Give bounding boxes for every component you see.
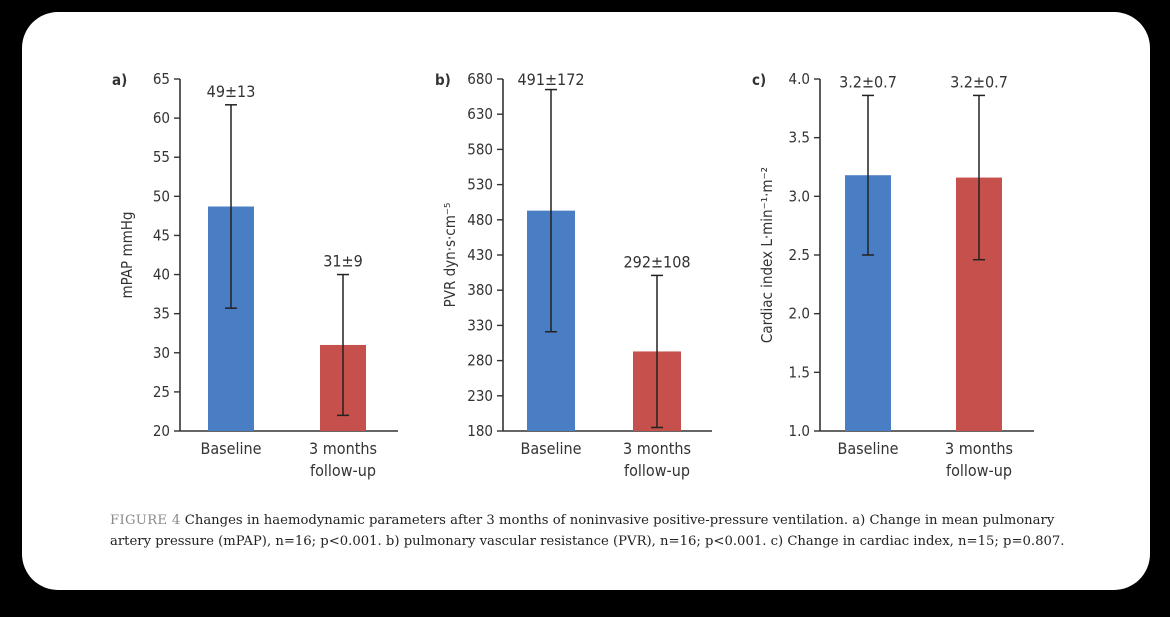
panel-2-y-tick-label: 630 [467,105,493,123]
panel-1-y-tick-label: 60 [153,109,170,127]
panel-3-y-tick-label: 3.0 [789,187,810,205]
panel-1-y-tick-label: 20 [153,422,170,440]
panel-2-y-tick-label: 380 [467,281,493,299]
panel-2-y-axis-title: PVR dyn·s·cm⁻⁵ [441,203,459,308]
panel-1-y-tick-label: 45 [153,226,170,244]
panel-2-y-tick-label: 430 [467,246,493,264]
figure-caption: FIGURE 4 Changes in haemodynamic paramet… [110,510,1070,552]
panel-1-y-tick-label: 30 [153,344,170,362]
panel-1-y-tick-label: 25 [153,383,170,401]
panel-2-y-tick-label: 480 [467,211,493,229]
panel-3-category-label-2: follow-up [946,461,1012,480]
panel-1-y-tick-label: 50 [153,187,170,205]
panel-2-category-label-1: Baseline [520,439,581,458]
panel-1-y-axis-title: mPAP mmHg [118,212,136,299]
panel-1-y-tick-label: 55 [153,148,170,166]
panel-1-y-tick-label: 35 [153,305,170,323]
panel-3-y-tick-label: 2.5 [789,246,810,264]
panel-2-y-tick-label: 530 [467,176,493,194]
panel-3-y-tick-label: 1.5 [789,363,810,381]
figure-panels: 20 25 30 35 40 45 50 55 60 65 a) mPAP mmHg 49±13 Base… [112,70,1034,480]
panel-3-category-label-1: Baseline [837,439,898,458]
panel-3-value-label-2: 3.2±0.7 [950,72,1008,91]
panel-1-label: a) [112,71,127,89]
panel-2-value-label-1: 491±172 [518,70,585,89]
panel-3-y-tick-label: 1.0 [789,422,810,440]
panel-2-y-tick-label: 230 [467,387,493,405]
panel-2-y-tick-label: 580 [467,140,493,158]
panel-3-label: c) [752,71,766,89]
panel-2-y-tick-label: 680 [467,70,493,88]
panel-2-y-tick-label: 280 [467,352,493,370]
panel-3-y-tick-label: 4.0 [789,70,810,88]
panel-2-value-label-2: 292±108 [624,252,691,271]
panel-3-y-axis-title: Cardiac index L·min⁻¹·m⁻² [758,167,776,343]
panel-3-category-label-2: 3 months [945,439,1013,458]
caption-label: FIGURE 4 [110,513,181,528]
caption-text: Changes in haemodynamic parameters after… [110,513,1065,549]
panel-1-value-label-2: 31±9 [323,252,363,271]
panel-1-value-label-1: 49±13 [207,82,256,101]
panel-2-y-tick-label: 180 [467,422,493,440]
panel-3-y-tick-label: 3.5 [789,129,810,147]
panel-3-value-label-1: 3.2±0.7 [839,72,897,91]
panel-2-label: b) [435,71,451,89]
panel-1-category-label-1: Baseline [200,439,261,458]
panel-1-y-tick-label: 65 [153,70,170,88]
panel-3-y-tick-label: 2.0 [789,305,810,323]
panel-2-y-tick-label: 330 [467,316,493,334]
panel-1-y-tick-label: 40 [153,266,170,284]
panel-2-category-label-2: follow-up [624,461,690,480]
panel-2-category-label-2: 3 months [623,439,691,458]
panel-1-category-label-2: 3 months [309,439,377,458]
panel-1-category-label-2: follow-up [310,461,376,480]
